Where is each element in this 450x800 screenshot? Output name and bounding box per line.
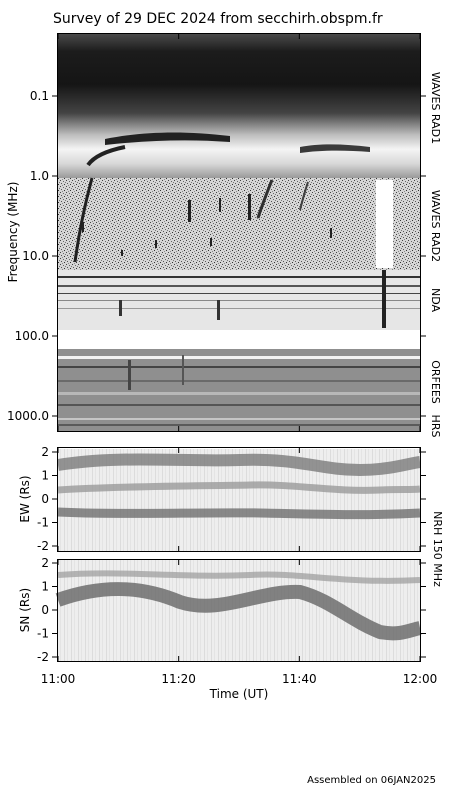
rad2-type3-sweep-3 (299, 181, 309, 211)
nrh-sn-y-ticks: 2 1 0 -1 -2 (37, 556, 426, 664)
nrh-y-tick-label: 1 (41, 469, 49, 483)
time-x-ticks: 11:00 11:20 11:40 12:00 (41, 33, 438, 686)
nrh-sn-emission-2 (57, 570, 421, 584)
nrh-ew-ylabel: EW (Rs) (18, 475, 32, 522)
spectrum-y-tick-label: 0.1 (30, 89, 49, 103)
nrh-y-tick-label: 2 (41, 445, 49, 459)
nrh-ew-low-band (57, 507, 421, 520)
rad1-type3-sweep (86, 145, 126, 167)
nrh-instrument-label: NRH 150 MHz (431, 511, 444, 587)
nrh-sn-panel (55, 559, 422, 662)
rad1-burst-band (105, 132, 230, 145)
band-label: NDA (429, 288, 442, 313)
spectrum-y-tick-label: 1000.0 (7, 409, 49, 423)
nrh-y-tick-label: 2 (41, 556, 49, 570)
band-label: HRS (429, 415, 442, 438)
time-tick-label: 11:00 (41, 672, 76, 686)
time-tick-label: 12:00 (403, 672, 438, 686)
nrh-y-tick-label: 0 (41, 603, 49, 617)
orfees-background (58, 349, 420, 431)
footer-assembled: Assembled on 06JAN2025 (307, 775, 436, 786)
orfees-lines (58, 355, 420, 426)
time-tick-label: 11:20 (161, 672, 196, 686)
nrh-y-tick-label: -1 (37, 627, 49, 641)
nrh-ew-panel (57, 447, 421, 552)
nrh-sn-ylabel: SN (Rs) (18, 588, 32, 632)
nrh-ew-y-ticks: 2 1 0 -1 -2 (37, 445, 426, 553)
nrh-y-tick-label: 1 (41, 580, 49, 594)
band-labels: WAVES RAD1 WAVES RAD2 NDA ORFEES HRS (429, 72, 442, 438)
nrh-y-tick-label: -1 (37, 516, 49, 530)
nrh-ew-mid-band (57, 481, 421, 494)
nda-lines (58, 270, 420, 328)
rad2-data-gap (376, 180, 393, 268)
rad2-background (58, 178, 420, 270)
spectrum-ylabel: Frequency (MHz) (6, 182, 20, 283)
spectrum-y-ticks: 0.1 1.0 10.0 100.0 1000.0 (7, 89, 426, 423)
spectrum-panel (57, 33, 421, 432)
band-label: WAVES RAD1 (429, 72, 442, 144)
time-tick-label: 11:40 (282, 672, 317, 686)
nrh-sn-emission (55, 582, 422, 641)
rad1-background (58, 34, 420, 178)
spectrum-y-tick-label: 100.0 (15, 329, 49, 343)
rad1-burst-band-2 (300, 144, 370, 153)
time-xlabel: Time (UT) (209, 687, 269, 701)
spectrum-frame (57, 33, 421, 432)
chart-title: Survey of 29 DEC 2024 from secchirh.obsp… (53, 11, 383, 27)
nrh-y-tick-label: -2 (37, 650, 49, 664)
spectrum-y-tick-label: 1.0 (30, 169, 49, 183)
rad2-type3-sweep (73, 177, 94, 263)
rad2-type3-sweep-2 (256, 179, 274, 219)
nrh-ew-top-band (57, 453, 421, 477)
band-label: WAVES RAD2 (429, 190, 442, 262)
spectrum-y-tick-label: 10.0 (22, 249, 49, 263)
band-label: ORFEES (429, 360, 442, 404)
rad2-short-bursts (82, 194, 332, 256)
nrh-y-tick-label: -2 (37, 539, 49, 553)
nrh-y-tick-label: 0 (41, 492, 49, 506)
